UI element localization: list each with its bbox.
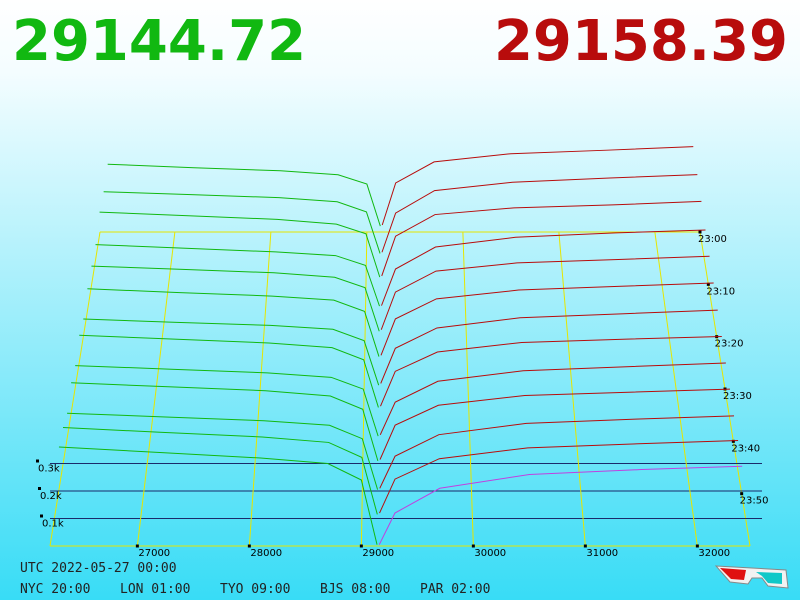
time-tick-label: 23:30 xyxy=(723,391,752,402)
grid-line xyxy=(360,231,368,547)
grid-line xyxy=(248,231,272,547)
plot: 0.1k 0.2k 0.3k 27000 28000 29000 30000 31000 320… xyxy=(36,146,769,559)
tick-marker xyxy=(359,544,363,548)
tick-marker xyxy=(706,282,710,286)
time-tick-label: 23:50 xyxy=(740,496,769,507)
tick-marker xyxy=(740,492,744,496)
z-tick-label: 0.2k xyxy=(40,491,62,502)
bid-depth-line xyxy=(91,265,380,332)
ask-depth-line xyxy=(381,200,702,277)
x-tick-label: 30000 xyxy=(474,548,506,559)
bid-depth-line xyxy=(87,288,380,357)
tick-marker xyxy=(38,487,41,490)
bid-depth-line xyxy=(95,244,380,307)
bid-depth-line xyxy=(75,365,379,437)
bid-depth-line xyxy=(99,211,381,278)
zone-time: TYO 09:00 xyxy=(220,582,290,597)
grid-line xyxy=(136,231,176,547)
x-tick-label: 27000 xyxy=(138,548,170,559)
ask-depth-line xyxy=(381,229,706,306)
3d-glasses-icon[interactable] xyxy=(714,565,789,589)
ask-depth-line xyxy=(379,362,726,436)
ask-price: 29158.39 xyxy=(494,9,788,74)
grid-line xyxy=(654,231,698,547)
tick-marker xyxy=(695,544,699,548)
bid-depth-line xyxy=(107,163,381,227)
tick-marker xyxy=(40,514,43,518)
tick-marker xyxy=(36,459,39,463)
bid-depth-line xyxy=(67,412,379,490)
bid-depth-line xyxy=(83,318,380,386)
x-tick-label: 28000 xyxy=(250,548,282,559)
glasses-lens-cyan xyxy=(756,572,782,584)
ask-depth-line xyxy=(378,465,743,545)
bid-depth-line xyxy=(62,427,378,515)
bid-depth-line xyxy=(79,334,379,408)
ask-depth-line xyxy=(380,282,714,356)
floor-edge xyxy=(49,231,101,547)
tick-marker xyxy=(247,544,251,548)
x-tick-label: 32000 xyxy=(698,548,730,559)
zone-time: LON 01:00 xyxy=(120,582,190,597)
ask-depth-line xyxy=(379,388,730,460)
time-tick-label: 23:40 xyxy=(731,443,760,454)
z-tick-label: 0.3k xyxy=(38,464,60,475)
grid-line xyxy=(462,231,474,547)
ask-depth-line xyxy=(381,174,698,253)
zone-time: PAR 02:00 xyxy=(420,582,490,597)
bid-depth-line xyxy=(58,446,378,545)
z-tick-label: 0.1k xyxy=(42,519,64,530)
glasses-lens-red xyxy=(720,568,746,580)
time-tick-label: 23:20 xyxy=(715,339,744,350)
ask-depth-line xyxy=(380,309,718,384)
ask-depth-line xyxy=(379,440,739,514)
zone-time: BJS 08:00 xyxy=(320,582,390,597)
zone-time: NYC 20:00 xyxy=(20,582,90,597)
x-tick-label: 29000 xyxy=(362,548,394,559)
tick-marker xyxy=(471,544,475,548)
bid-depth-line xyxy=(103,191,381,254)
ask-depth-line xyxy=(381,146,694,226)
bid-price: 29144.72 xyxy=(12,9,306,74)
time-tick-label: 23:10 xyxy=(706,286,735,297)
ask-depth-line xyxy=(379,415,735,489)
x-tick-label: 31000 xyxy=(586,548,618,559)
tick-marker xyxy=(731,439,735,443)
tick-marker xyxy=(583,544,587,548)
utc-time: UTC 2022-05-27 00:00 xyxy=(20,561,177,576)
tick-marker xyxy=(135,544,139,548)
ask-depth-line xyxy=(380,255,710,330)
bid-depth-line xyxy=(71,382,379,462)
grid-line xyxy=(558,231,586,547)
tick-marker xyxy=(698,230,702,234)
time-tick-label: 23:00 xyxy=(698,234,727,245)
ask-depth-line xyxy=(380,336,722,407)
